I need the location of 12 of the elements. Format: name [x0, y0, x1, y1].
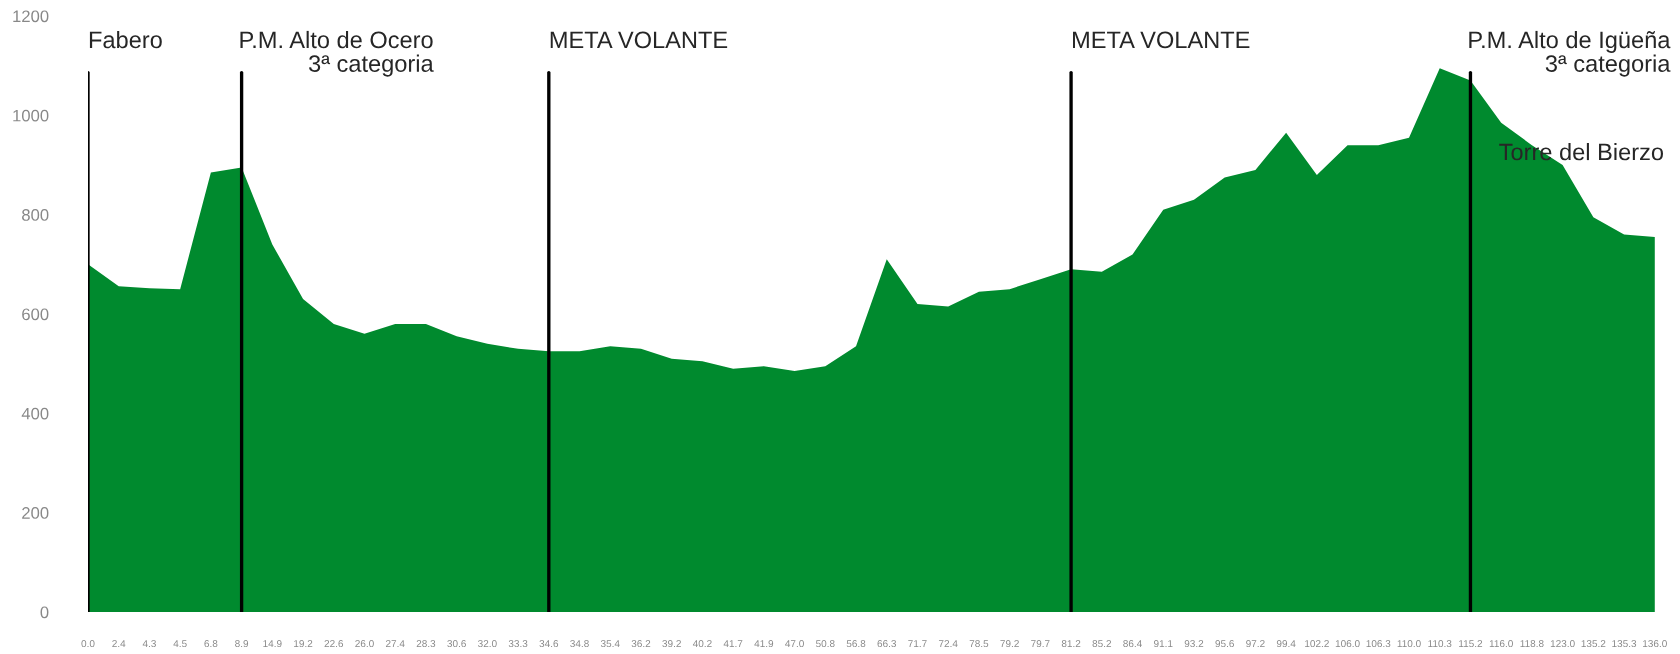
y-tick-label: 1000 [13, 109, 49, 122]
y-tick-label: 600 [22, 308, 49, 321]
ref-line-label: META VOLANTE [550, 31, 728, 49]
y-tick-label: 800 [22, 209, 49, 221]
y-tick-label: 1200 [13, 10, 49, 23]
ref-line-label: P.M. Alto de Ocero 3ª categoria [240, 30, 434, 77]
ref-line-label: Fabero [89, 30, 162, 49]
ref-line-label: P.M. Alto de Igüeña 3ª categoria [1469, 30, 1671, 77]
ref-line-label: META VOLANTE [1073, 31, 1250, 49]
y-tick-label: 400 [21, 407, 49, 420]
y-tick-label: 200 [22, 507, 49, 519]
y-tick-label: 0 [40, 606, 49, 619]
